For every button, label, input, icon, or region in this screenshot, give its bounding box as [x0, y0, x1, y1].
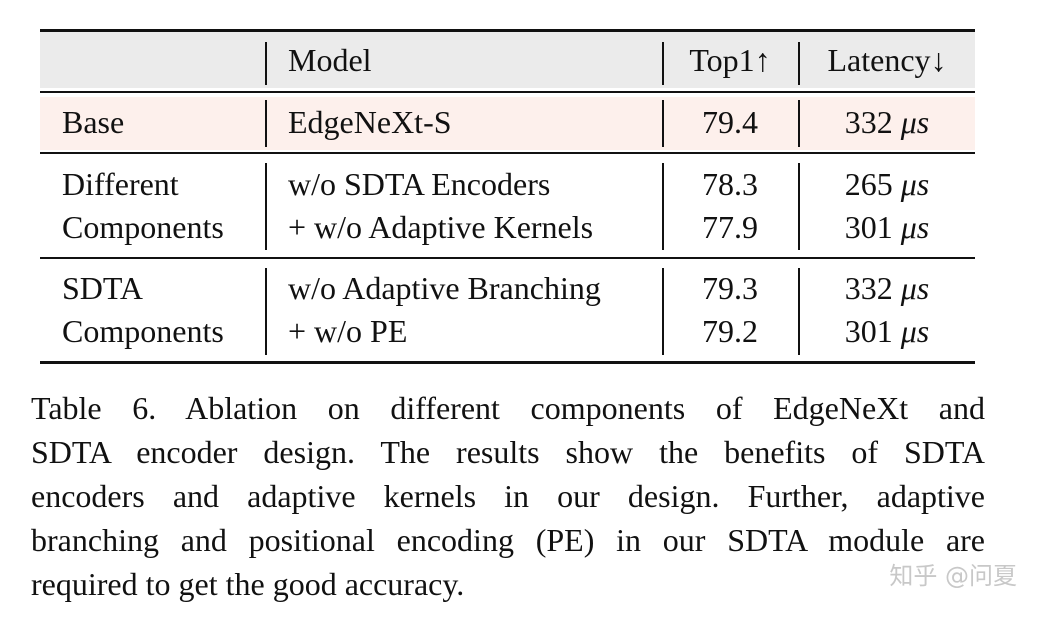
latency-unit: μs	[900, 270, 930, 306]
section-label: Components	[62, 313, 224, 349]
section-label: Base	[62, 104, 125, 140]
section-label: Components	[62, 209, 224, 245]
latency-unit: μs	[900, 166, 930, 202]
model-cell: w/o SDTA Encoders	[288, 166, 551, 202]
latency-value: 301	[844, 209, 893, 245]
column-separator	[798, 100, 800, 147]
base-row-bg	[40, 97, 975, 150]
header-bg	[40, 32, 975, 88]
mid-rule	[40, 152, 975, 154]
column-separator	[662, 100, 664, 147]
latency-cell: 332 μs	[845, 268, 930, 308]
top1-cell: 78.3	[702, 166, 758, 202]
mid-rule	[40, 91, 975, 93]
latency-value: 332	[844, 270, 893, 306]
latency-cell: 301 μs	[845, 207, 930, 247]
model-cell: + w/o PE	[288, 313, 408, 349]
top-rule	[40, 29, 975, 32]
column-separator	[265, 163, 267, 250]
section-label: SDTA	[62, 270, 143, 306]
top1-cell: 79.3	[702, 270, 758, 306]
latency-cell: 332 μs	[845, 102, 930, 142]
model-cell: w/o Adaptive Branching	[288, 270, 601, 306]
header-cell: Top1↑	[689, 42, 771, 78]
column-separator	[798, 268, 800, 355]
column-separator	[265, 42, 267, 85]
section-label: Different	[62, 166, 179, 202]
header-cell: Model	[288, 42, 372, 78]
caption-line: branching and positional encoding (PE) i…	[31, 522, 985, 558]
caption-line: required to get the good accuracy.	[31, 566, 465, 602]
caption-line: encoders and adaptive kernels in our des…	[31, 478, 985, 514]
caption-line: Table 6. Ablation on different component…	[31, 390, 985, 426]
caption-line: SDTA encoder design. The results show th…	[31, 434, 985, 470]
column-separator	[798, 163, 800, 250]
column-separator	[662, 42, 664, 85]
column-separator	[798, 42, 800, 85]
column-separator	[265, 268, 267, 355]
latency-unit: μs	[900, 313, 930, 349]
latency-value: 332	[844, 104, 893, 140]
latency-cell: 265 μs	[845, 164, 930, 204]
latency-value: 265	[844, 166, 893, 202]
bottom-rule	[40, 361, 975, 364]
top1-cell: 79.2	[702, 313, 758, 349]
column-separator	[662, 268, 664, 355]
latency-unit: μs	[900, 104, 930, 140]
model-cell: + w/o Adaptive Kernels	[288, 209, 594, 245]
top1-cell: 77.9	[702, 209, 758, 245]
watermark: 知乎 @问夏	[889, 562, 1017, 590]
model-cell: EdgeNeXt-S	[288, 104, 452, 140]
latency-cell: 301 μs	[845, 311, 930, 351]
latency-value: 301	[844, 313, 893, 349]
latency-unit: μs	[900, 209, 930, 245]
header-cell: Latency↓	[827, 42, 947, 78]
column-separator	[265, 100, 267, 147]
top1-cell: 79.4	[702, 104, 758, 140]
column-separator	[662, 163, 664, 250]
mid-rule	[40, 257, 975, 259]
